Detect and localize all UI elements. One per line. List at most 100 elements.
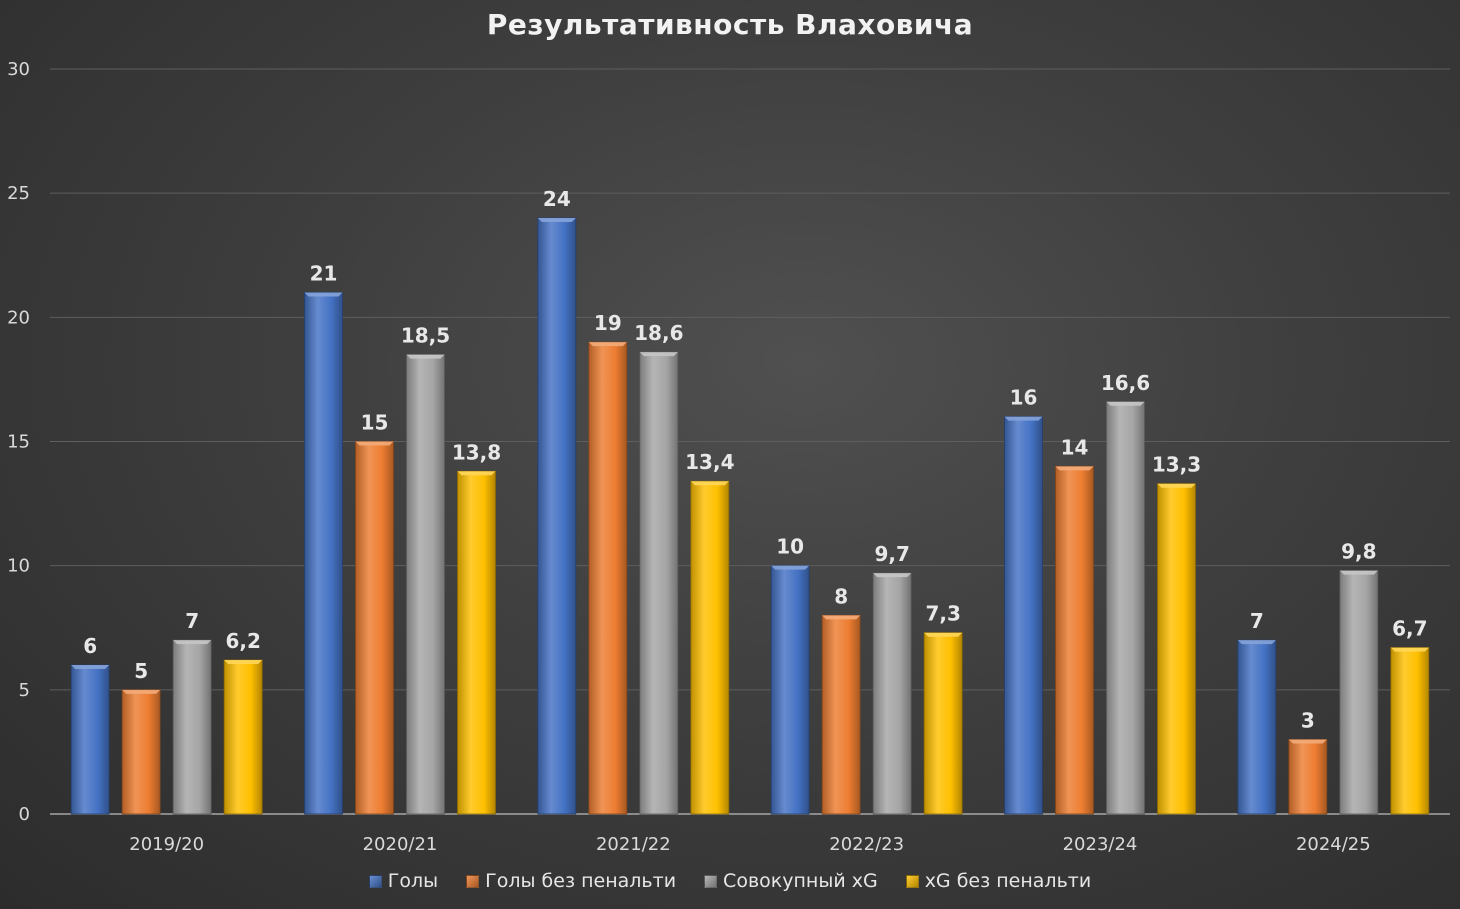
bar bbox=[406, 354, 445, 815]
bar-cap bbox=[1157, 483, 1196, 488]
x-tick-label: 2023/24 bbox=[1063, 834, 1138, 855]
y-tick-label: 20 bbox=[7, 307, 30, 328]
bar bbox=[872, 572, 912, 815]
bar-cap bbox=[1237, 640, 1276, 645]
bar bbox=[1237, 639, 1277, 815]
data-label: 6,7 bbox=[1392, 617, 1427, 641]
bar bbox=[690, 480, 730, 815]
legend-label: Голы bbox=[387, 870, 439, 892]
y-tick-label: 15 bbox=[7, 432, 30, 453]
data-label: 7 bbox=[185, 609, 199, 633]
x-tick-label: 2021/22 bbox=[596, 834, 671, 855]
chart-legend: Голы Голы без пенальти Совокупный xG xG без… bbox=[0, 870, 1460, 892]
bar bbox=[1106, 401, 1145, 815]
bar bbox=[1288, 739, 1328, 815]
data-label: 16,6 bbox=[1101, 371, 1150, 395]
data-label: 5 bbox=[134, 659, 148, 683]
data-label: 19 bbox=[594, 311, 622, 335]
bar bbox=[304, 292, 343, 815]
bar-cap bbox=[1390, 647, 1429, 652]
y-tick-label: 25 bbox=[7, 183, 30, 204]
data-label: 13,3 bbox=[1152, 453, 1201, 477]
bar-cap bbox=[1106, 401, 1145, 406]
data-label: 13,8 bbox=[452, 440, 501, 464]
bar bbox=[355, 441, 394, 815]
bar-cap bbox=[1288, 739, 1327, 744]
data-label: 9,8 bbox=[1341, 540, 1376, 564]
data-label: 18,5 bbox=[401, 324, 450, 348]
bar bbox=[1157, 483, 1196, 815]
bar-cap bbox=[457, 471, 496, 476]
bar bbox=[1004, 416, 1043, 815]
chart-title: Результативность Влаховича bbox=[486, 8, 974, 41]
bar-cap bbox=[224, 660, 263, 665]
bar-cap bbox=[924, 632, 963, 637]
bar-cap bbox=[822, 615, 861, 620]
y-tick-label: 30 bbox=[7, 59, 30, 80]
bar-cap bbox=[355, 441, 394, 446]
data-label: 13,4 bbox=[685, 450, 734, 474]
legend-item: Голы без пенальти bbox=[466, 870, 676, 892]
data-label: 7 bbox=[1250, 609, 1264, 633]
bar-cap bbox=[771, 565, 810, 570]
legend-swatch bbox=[368, 874, 382, 888]
bar-cap bbox=[639, 352, 678, 357]
legend-label: Голы без пенальти bbox=[485, 870, 677, 892]
legend-swatch bbox=[704, 874, 718, 888]
bar bbox=[770, 565, 810, 815]
bar bbox=[1339, 570, 1379, 815]
data-label: 24 bbox=[543, 187, 571, 211]
bar bbox=[121, 689, 161, 815]
y-tick-label: 5 bbox=[19, 680, 30, 701]
data-label: 15 bbox=[361, 411, 389, 435]
bar bbox=[588, 341, 628, 815]
legend-item: Голы bbox=[368, 870, 439, 892]
x-tick-label: 2019/20 bbox=[129, 834, 204, 855]
data-label: 7,3 bbox=[925, 602, 960, 626]
data-label: 6,2 bbox=[225, 629, 260, 653]
data-label: 9,7 bbox=[874, 542, 909, 566]
data-label: 21 bbox=[310, 262, 338, 286]
data-label: 14 bbox=[1061, 435, 1089, 459]
data-label: 16 bbox=[1010, 386, 1038, 410]
bar-cap bbox=[1004, 416, 1043, 421]
legend-item: xG без пенальти bbox=[905, 870, 1092, 892]
bar-cap bbox=[1055, 466, 1094, 471]
legend-swatch bbox=[466, 874, 480, 888]
legend-label: Совокупный xG bbox=[723, 870, 878, 892]
legend-label: xG без пенальти bbox=[924, 870, 1092, 892]
bar-cap bbox=[537, 218, 576, 222]
x-tick-label: 2022/23 bbox=[829, 834, 904, 855]
bar bbox=[172, 639, 212, 815]
data-label: 8 bbox=[834, 584, 848, 608]
bar bbox=[821, 614, 861, 815]
data-label: 18,6 bbox=[634, 321, 683, 345]
data-label: 3 bbox=[1301, 709, 1315, 733]
bar bbox=[639, 351, 679, 815]
data-label: 6 bbox=[83, 634, 97, 658]
y-tick-label: 10 bbox=[7, 556, 30, 577]
bar-cap bbox=[122, 689, 161, 694]
x-tick-label: 2020/21 bbox=[363, 834, 438, 855]
bar bbox=[923, 632, 963, 815]
bar-cap bbox=[690, 481, 729, 486]
bar bbox=[223, 659, 263, 815]
bar-cap bbox=[173, 640, 212, 645]
y-tick-label: 0 bbox=[19, 804, 30, 825]
bar-cap bbox=[873, 573, 912, 578]
legend-item: Совокупный xG bbox=[704, 870, 878, 892]
bar-cap bbox=[1339, 570, 1378, 575]
legend-swatch bbox=[905, 874, 919, 888]
bar-cap bbox=[588, 342, 627, 347]
data-label: 10 bbox=[776, 535, 804, 559]
bar bbox=[1390, 647, 1430, 815]
bar bbox=[537, 217, 577, 815]
bar-cap bbox=[304, 292, 343, 297]
bar bbox=[1055, 465, 1094, 815]
x-tick-label: 2024/25 bbox=[1296, 834, 1371, 855]
bar-cap bbox=[71, 665, 110, 669]
bar bbox=[70, 664, 110, 815]
bar-cap bbox=[406, 354, 445, 359]
